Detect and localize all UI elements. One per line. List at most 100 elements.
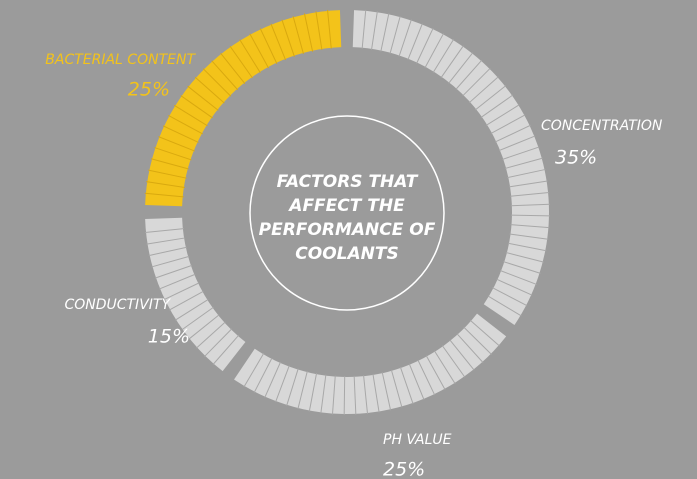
slat-divider xyxy=(297,371,308,410)
slat-divider xyxy=(158,273,196,290)
slat-divider xyxy=(510,192,550,197)
slat-divider xyxy=(390,369,403,408)
slat-divider xyxy=(500,270,537,285)
slat-divider xyxy=(462,67,491,97)
slat-divider xyxy=(381,372,392,411)
slat-divider xyxy=(202,68,232,97)
slat-divider xyxy=(416,27,434,64)
slat-divider xyxy=(496,278,533,296)
slat-divider xyxy=(463,326,492,355)
slat-divider xyxy=(492,287,528,307)
slat-divider xyxy=(158,136,195,152)
slat-divider xyxy=(408,363,425,401)
slat-divider xyxy=(196,321,226,349)
slat-divider xyxy=(399,366,414,405)
slat-divider xyxy=(371,11,378,50)
slat-divider xyxy=(441,345,466,378)
category-label: CONCENTRATION xyxy=(541,118,663,134)
slat-divider xyxy=(180,95,213,119)
slat-divider xyxy=(327,9,332,49)
slat-divider xyxy=(146,237,186,245)
slat-divider xyxy=(372,373,380,413)
slat-divider xyxy=(281,19,295,57)
slat-divider xyxy=(468,76,499,104)
slat-divider xyxy=(502,146,540,160)
value-label: 15% xyxy=(148,326,190,348)
slat-divider xyxy=(507,168,546,179)
slat-divider xyxy=(363,375,369,415)
value-label: 25% xyxy=(383,459,425,479)
slat-divider xyxy=(417,359,436,396)
slat-divider xyxy=(380,13,390,52)
slat-divider xyxy=(181,306,214,331)
slat-divider xyxy=(275,365,290,403)
donut-slice xyxy=(234,313,507,414)
slat-divider xyxy=(469,319,500,347)
slat-divider xyxy=(361,9,367,49)
slat-divider xyxy=(286,368,299,406)
slat-divider xyxy=(174,104,208,127)
slat-divider xyxy=(211,60,239,91)
slat-divider xyxy=(303,13,314,52)
slat-divider xyxy=(239,39,261,74)
slat-divider xyxy=(253,357,273,393)
donut-slice xyxy=(145,10,342,207)
slat-divider xyxy=(308,373,318,412)
value-label: 25% xyxy=(128,79,170,101)
slat-divider xyxy=(163,282,200,301)
slat-divider xyxy=(220,52,246,84)
slat-divider xyxy=(168,115,203,135)
slat-divider xyxy=(144,192,184,198)
slat-divider xyxy=(229,45,253,79)
slat-divider xyxy=(449,339,475,371)
slat-divider xyxy=(495,124,531,143)
value-label: 35% xyxy=(555,147,597,169)
category-label: CONDUCTIVITY xyxy=(64,297,171,313)
slat-divider xyxy=(398,19,412,57)
slat-divider xyxy=(144,228,184,234)
slat-divider xyxy=(292,16,304,55)
slat-divider xyxy=(212,334,240,365)
slat-divider xyxy=(270,23,287,61)
slat-divider xyxy=(456,333,484,363)
slat-divider xyxy=(154,147,192,161)
slat-divider xyxy=(424,33,444,68)
slat-divider xyxy=(148,169,187,179)
slat-divider xyxy=(343,375,346,415)
slat-divider xyxy=(174,298,209,321)
slat-divider xyxy=(188,314,220,340)
slat-divider xyxy=(249,33,269,69)
slat-divider xyxy=(187,85,219,111)
slat-divider xyxy=(498,135,536,152)
category-label: PH VALUE xyxy=(383,432,452,448)
slat-divider xyxy=(162,125,199,143)
slat-divider xyxy=(150,158,189,170)
slat-divider xyxy=(455,59,483,90)
slat-divider xyxy=(425,355,446,390)
slat-divider xyxy=(487,295,522,317)
slat-divider xyxy=(509,233,549,240)
slat-divider xyxy=(154,264,193,279)
slat-divider xyxy=(148,246,187,257)
slat-divider xyxy=(353,375,357,415)
slat-divider xyxy=(389,15,401,54)
slat-divider xyxy=(259,28,278,64)
slat-divider xyxy=(194,76,225,104)
slat-divider xyxy=(510,203,550,207)
slat-divider xyxy=(510,224,550,229)
chart-title: FACTORS THAT AFFECT THE PERFORMANCE OF C… xyxy=(258,172,436,264)
slat-divider xyxy=(448,52,474,84)
slat-divider xyxy=(507,242,547,252)
slat-divider xyxy=(169,290,204,311)
slat-divider xyxy=(510,214,550,217)
slat-divider xyxy=(508,180,548,188)
donut-slice xyxy=(352,10,549,325)
slat-divider xyxy=(315,11,323,51)
slat-divider xyxy=(475,85,507,111)
slat-divider xyxy=(146,181,185,188)
slat-divider xyxy=(264,361,282,398)
slat-divider xyxy=(331,375,336,415)
slat-divider xyxy=(504,157,543,169)
